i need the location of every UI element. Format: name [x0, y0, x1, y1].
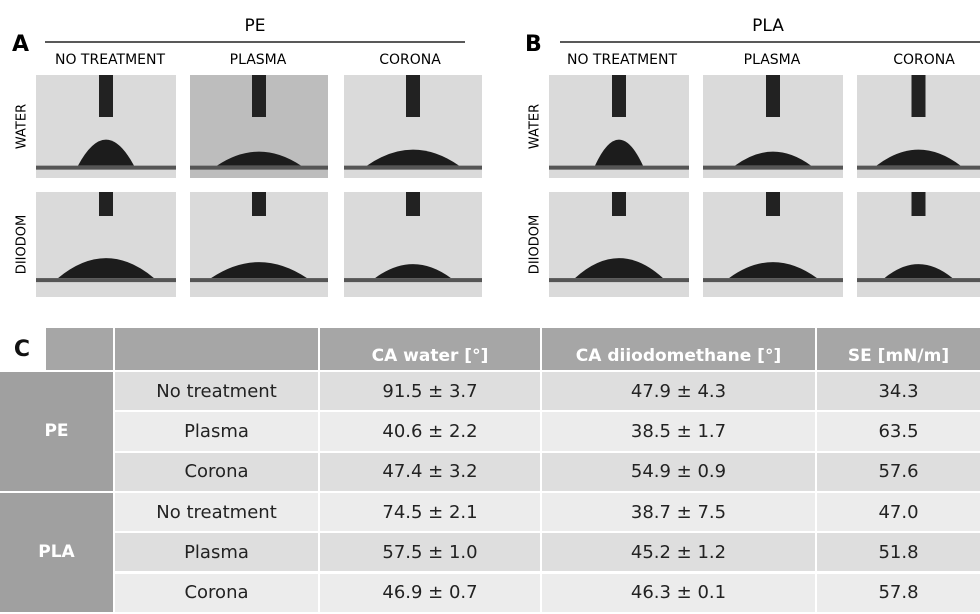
treatment-cell: No treatment	[115, 372, 318, 410]
substrate	[190, 166, 328, 170]
needle	[99, 192, 113, 216]
column-label: CORONA	[893, 52, 955, 68]
page: A PE NO TREATMENT PLASMA CORONA WATER DIIODOM B…	[0, 0, 980, 614]
value-cell: 47.0	[817, 493, 980, 531]
column-label: CORONA	[379, 52, 441, 68]
droplet-image	[857, 75, 980, 178]
treatment-cell: Plasma	[115, 533, 318, 571]
value-cell: 63.5	[817, 412, 980, 450]
needle	[252, 192, 266, 216]
needle	[912, 192, 926, 216]
droplet-image	[36, 192, 176, 297]
header-cell: SE [mN/m]	[817, 328, 980, 370]
needle	[612, 192, 626, 216]
figure-panels: A PE NO TREATMENT PLASMA CORONA WATER DIIODOM B…	[0, 0, 980, 320]
substrate	[549, 278, 689, 282]
substrate	[703, 166, 843, 170]
droplet-image	[857, 192, 980, 297]
value-cell: 45.2 ± 1.2	[542, 533, 815, 571]
panel-label: B	[525, 32, 542, 57]
treatment-cell: Plasma	[115, 412, 318, 450]
needle	[766, 192, 780, 216]
row-label: DIIODOM	[15, 215, 30, 274]
droplet-image	[703, 75, 843, 178]
substrate	[549, 166, 689, 170]
needle	[612, 75, 626, 117]
droplet-image	[36, 75, 176, 178]
value-cell: 38.7 ± 7.5	[542, 493, 815, 531]
value-cell: 46.9 ± 0.7	[320, 574, 540, 612]
column-label: PLASMA	[744, 52, 801, 68]
value-cell: 54.9 ± 0.9	[542, 453, 815, 491]
panel-label: A	[12, 32, 29, 57]
group-cell: PE	[0, 372, 113, 491]
panel-title: PE	[245, 16, 266, 36]
needle	[406, 75, 420, 117]
treatment-cell: No treatment	[115, 493, 318, 531]
substrate	[36, 166, 176, 170]
needle	[406, 192, 420, 216]
panel-title: PLA	[752, 16, 784, 36]
header-blank	[115, 328, 318, 370]
needle	[252, 75, 266, 117]
droplet-image	[344, 192, 482, 297]
header-blank	[46, 328, 113, 370]
substrate	[857, 278, 980, 282]
treatment-cell: Corona	[115, 574, 318, 612]
header-cell: CA water [°]	[320, 328, 540, 370]
column-label: PLASMA	[230, 52, 287, 68]
value-cell: 51.8	[817, 533, 980, 571]
droplet-image	[703, 192, 843, 297]
treatment-cell: Corona	[115, 453, 318, 491]
droplet-image	[344, 75, 482, 178]
substrate	[190, 278, 328, 282]
row-label: WATER	[15, 104, 30, 149]
value-cell: 34.3	[817, 372, 980, 410]
substrate	[36, 278, 176, 282]
substrate	[703, 278, 843, 282]
droplet-image	[549, 75, 689, 178]
droplet-image	[190, 75, 328, 178]
value-cell: 47.9 ± 4.3	[542, 372, 815, 410]
column-label: NO TREATMENT	[55, 52, 166, 68]
panel-label: C	[0, 328, 44, 370]
group-cell: PLA	[0, 493, 113, 612]
row-label: DIIODOM	[528, 215, 543, 274]
value-cell: 57.6	[817, 453, 980, 491]
value-cell: 46.3 ± 0.1	[542, 574, 815, 612]
value-cell: 91.5 ± 3.7	[320, 372, 540, 410]
droplet-image	[190, 192, 328, 297]
column-label: NO TREATMENT	[567, 52, 678, 68]
substrate	[857, 166, 980, 170]
value-cell: 38.5 ± 1.7	[542, 412, 815, 450]
substrate	[344, 166, 482, 170]
row-label: WATER	[528, 104, 543, 149]
needle	[99, 75, 113, 117]
needle	[766, 75, 780, 117]
value-cell: 40.6 ± 2.2	[320, 412, 540, 450]
value-cell: 47.4 ± 3.2	[320, 453, 540, 491]
header-cell: CA diiodomethane [°]	[542, 328, 815, 370]
value-cell: 74.5 ± 2.1	[320, 493, 540, 531]
droplet-image	[549, 192, 689, 297]
value-cell: 57.8	[817, 574, 980, 612]
needle	[912, 75, 926, 117]
value-cell: 57.5 ± 1.0	[320, 533, 540, 571]
substrate	[344, 278, 482, 282]
